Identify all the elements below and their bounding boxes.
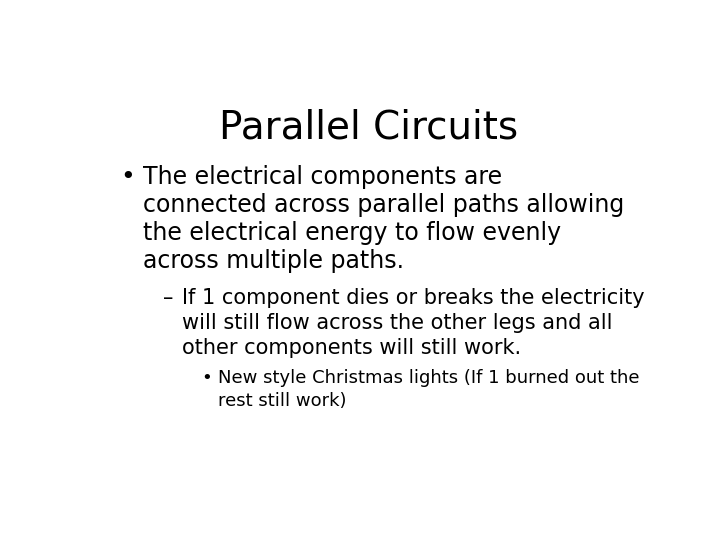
Text: the electrical energy to flow evenly: the electrical energy to flow evenly	[143, 221, 561, 245]
Text: across multiple paths.: across multiple paths.	[143, 249, 404, 273]
Text: If 1 component dies or breaks the electricity: If 1 component dies or breaks the electr…	[182, 288, 644, 308]
Text: connected across parallel paths allowing: connected across parallel paths allowing	[143, 193, 624, 217]
Text: •: •	[121, 165, 135, 188]
Text: rest still work): rest still work)	[218, 392, 347, 410]
Text: The electrical components are: The electrical components are	[143, 165, 502, 188]
Text: Parallel Circuits: Parallel Circuits	[220, 109, 518, 146]
Text: •: •	[202, 369, 212, 387]
Text: –: –	[163, 288, 173, 308]
Text: will still flow across the other legs and all: will still flow across the other legs an…	[182, 313, 613, 333]
Text: other components will still work.: other components will still work.	[182, 338, 521, 358]
Text: New style Christmas lights (If 1 burned out the: New style Christmas lights (If 1 burned …	[218, 369, 640, 387]
